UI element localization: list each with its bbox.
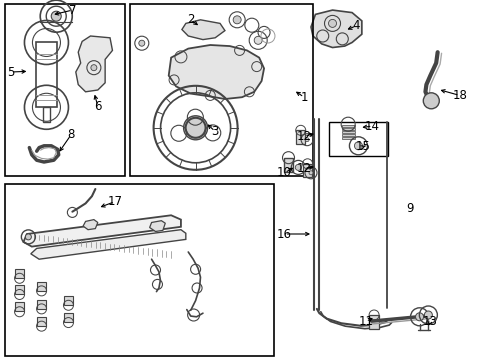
Text: 4: 4: [351, 19, 359, 32]
Bar: [342, 125, 354, 127]
Circle shape: [354, 142, 362, 150]
Bar: [63, 313, 73, 322]
Bar: [303, 164, 311, 177]
Circle shape: [183, 116, 207, 140]
Polygon shape: [149, 221, 165, 231]
Polygon shape: [83, 220, 98, 230]
Text: 2: 2: [186, 13, 194, 26]
Bar: [37, 282, 46, 291]
Polygon shape: [76, 36, 112, 92]
Circle shape: [254, 36, 262, 44]
Bar: [63, 296, 73, 305]
Bar: [296, 130, 305, 144]
Bar: [5, 4, 124, 176]
Polygon shape: [310, 10, 361, 48]
Polygon shape: [23, 215, 181, 247]
Text: 5: 5: [7, 66, 15, 78]
Text: 8: 8: [67, 129, 75, 141]
Circle shape: [25, 234, 31, 240]
Circle shape: [295, 165, 301, 170]
Text: 12: 12: [296, 130, 311, 143]
Text: 10: 10: [277, 166, 291, 179]
Polygon shape: [168, 45, 264, 99]
Bar: [342, 137, 354, 139]
Text: 1: 1: [300, 91, 307, 104]
Text: 15: 15: [355, 140, 369, 153]
Text: 12: 12: [296, 162, 311, 175]
Text: 9: 9: [405, 202, 413, 215]
Circle shape: [51, 11, 61, 21]
Text: 13: 13: [422, 315, 437, 328]
Text: 3: 3: [211, 125, 219, 138]
Bar: [283, 158, 293, 172]
Text: 18: 18: [451, 89, 466, 102]
Text: 16: 16: [277, 228, 291, 240]
Text: 14: 14: [365, 120, 379, 132]
Bar: [15, 285, 24, 294]
Text: 11: 11: [358, 315, 372, 328]
Bar: [15, 269, 24, 278]
Circle shape: [91, 65, 97, 71]
Circle shape: [308, 171, 312, 175]
Bar: [328, 122, 387, 156]
Circle shape: [233, 16, 241, 24]
Circle shape: [328, 19, 336, 27]
Text: 6: 6: [94, 100, 102, 113]
Bar: [37, 300, 46, 309]
Circle shape: [305, 138, 308, 142]
Bar: [342, 128, 354, 130]
Bar: [342, 134, 354, 136]
Circle shape: [423, 93, 438, 109]
Polygon shape: [31, 230, 185, 259]
Polygon shape: [182, 20, 224, 40]
Text: 7: 7: [68, 4, 76, 17]
Bar: [36, 42, 57, 107]
Bar: [342, 131, 354, 133]
Circle shape: [424, 311, 431, 319]
Bar: [5, 184, 273, 356]
Text: 17: 17: [107, 195, 122, 208]
Bar: [42, 107, 50, 122]
Bar: [368, 315, 378, 329]
Circle shape: [415, 313, 423, 321]
Bar: [15, 302, 24, 311]
Bar: [129, 4, 312, 176]
Bar: [37, 317, 46, 326]
Circle shape: [139, 40, 144, 46]
